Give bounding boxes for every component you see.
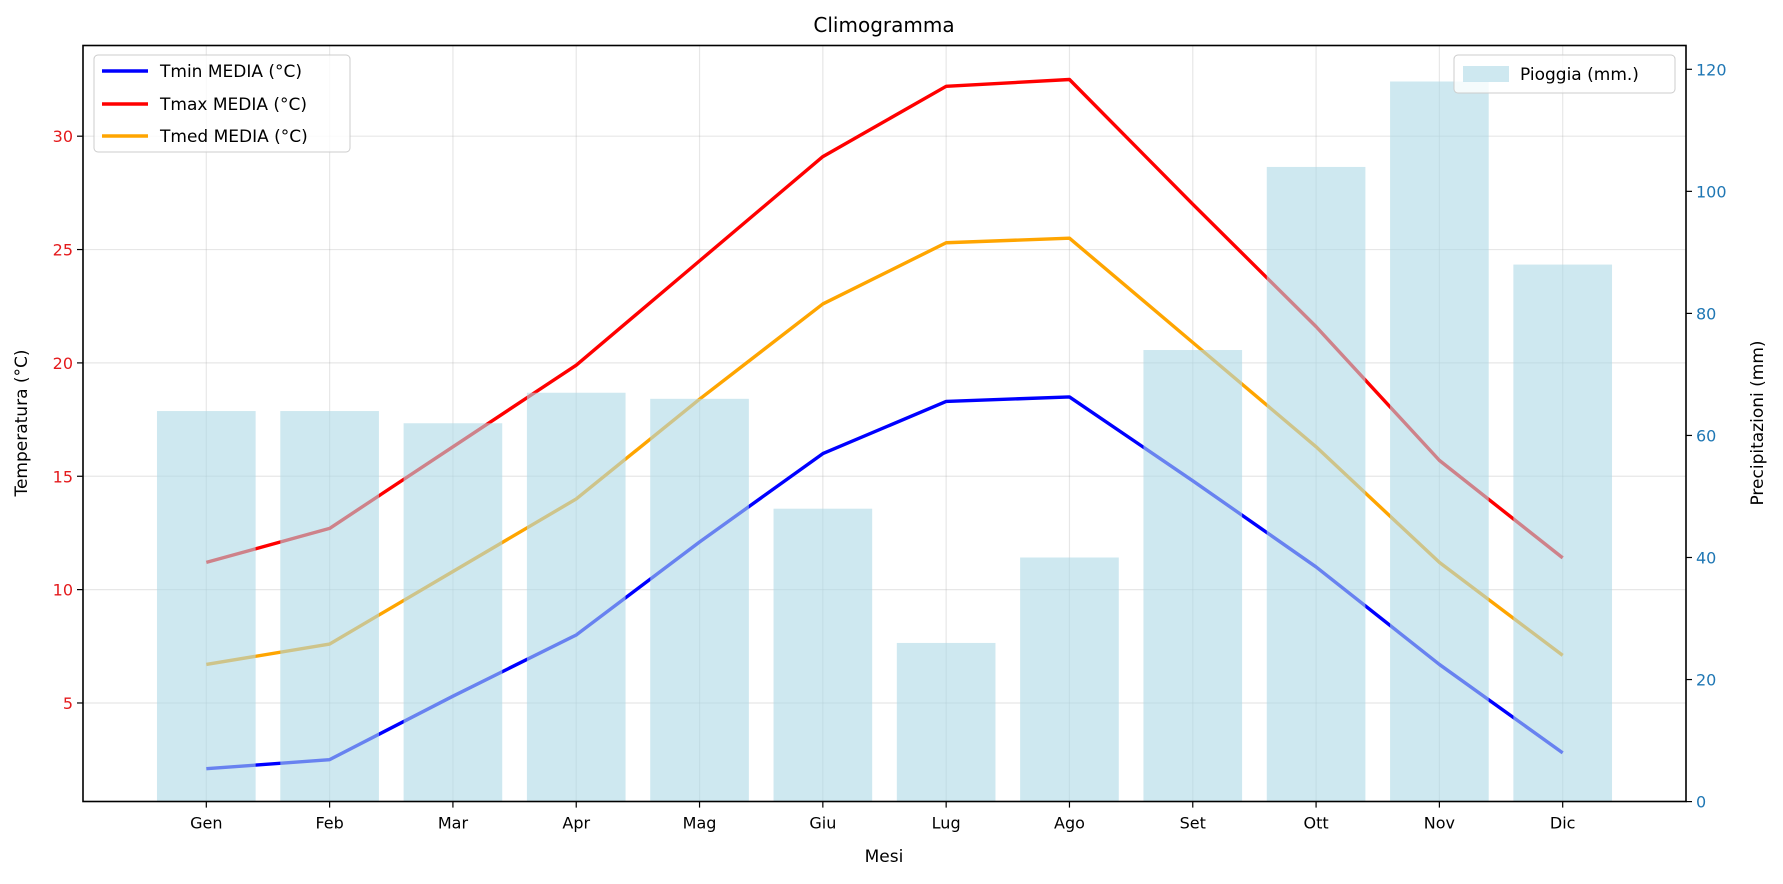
x-tick-label: Lug xyxy=(932,814,961,833)
left-y-axis-label: Temperatura (°C) xyxy=(12,349,32,497)
rain-bar-giu xyxy=(773,508,873,802)
x-tick-label: Ago xyxy=(1054,814,1085,833)
left-y-tick-label: 20 xyxy=(53,354,73,373)
x-tick-label: Mar xyxy=(438,814,469,833)
legend-swatch-rain xyxy=(1463,66,1509,82)
rain-bar-set xyxy=(1143,350,1243,802)
right-y-axis: 0 20 40 60 80 100 120 xyxy=(1686,60,1727,812)
precipitation-bars xyxy=(156,81,1613,802)
legend-label-rain: Pioggia (mm.) xyxy=(1520,65,1639,85)
rain-bar-lug xyxy=(896,642,996,802)
rain-bar-nov xyxy=(1390,81,1489,802)
x-tick-label: Mag xyxy=(683,814,717,833)
left-y-tick-label: 10 xyxy=(53,581,73,600)
rain-bar-mag xyxy=(650,398,749,802)
rain-bar-dic xyxy=(1513,264,1613,802)
legend-label-tmed: Tmed MEDIA (°C) xyxy=(159,127,308,147)
x-tick-label: Giu xyxy=(809,814,836,833)
x-axis: Gen Feb Mar Apr Mag Giu Lug Ago Set Ott Nov Dic xyxy=(190,801,1576,833)
rain-bar-gen xyxy=(156,411,256,802)
left-y-tick-label: 30 xyxy=(53,127,73,146)
legend-temperature: Tmin MEDIA (°C) Tmax MEDIA (°C) Tmed MED… xyxy=(93,54,351,153)
left-y-tick-label: 25 xyxy=(53,241,73,260)
x-tick-label: Set xyxy=(1180,814,1206,833)
right-y-tick-label: 0 xyxy=(1696,793,1706,812)
x-tick-label: Ott xyxy=(1304,814,1329,833)
x-tick-label: Apr xyxy=(562,814,590,833)
right-y-tick-label: 60 xyxy=(1696,426,1716,445)
chart-title: Climogramma xyxy=(813,13,954,37)
plot-frame xyxy=(82,44,1687,803)
legend-label-tmin: Tmin MEDIA (°C) xyxy=(159,62,302,82)
right-y-tick-label: 100 xyxy=(1696,182,1727,201)
left-y-axis: 5 10 15 20 25 30 xyxy=(53,127,83,713)
right-y-tick-label: 80 xyxy=(1696,304,1716,323)
x-tick-label: Dic xyxy=(1550,814,1576,833)
x-tick-label: Nov xyxy=(1424,814,1455,833)
x-tick-label: Gen xyxy=(190,814,222,833)
right-y-tick-label: 40 xyxy=(1696,548,1716,567)
right-y-tick-label: 20 xyxy=(1696,671,1716,690)
rain-bar-feb xyxy=(280,411,379,802)
x-tick-label: Feb xyxy=(315,814,343,833)
left-y-tick-label: 15 xyxy=(53,467,73,486)
left-y-tick-label: 5 xyxy=(63,694,73,713)
right-y-axis-label: Precipitazioni (mm) xyxy=(1748,340,1768,505)
rain-bar-mar xyxy=(403,423,503,802)
rain-bar-ago xyxy=(1020,557,1119,802)
x-axis-label: Mesi xyxy=(865,847,904,867)
legend-precipitation: Pioggia (mm.) xyxy=(1453,54,1676,94)
legend-label-tmax: Tmax MEDIA (°C) xyxy=(159,95,307,115)
rain-bar-ott xyxy=(1266,166,1366,802)
right-y-tick-label: 120 xyxy=(1696,60,1727,79)
rain-bar-apr xyxy=(526,392,626,802)
